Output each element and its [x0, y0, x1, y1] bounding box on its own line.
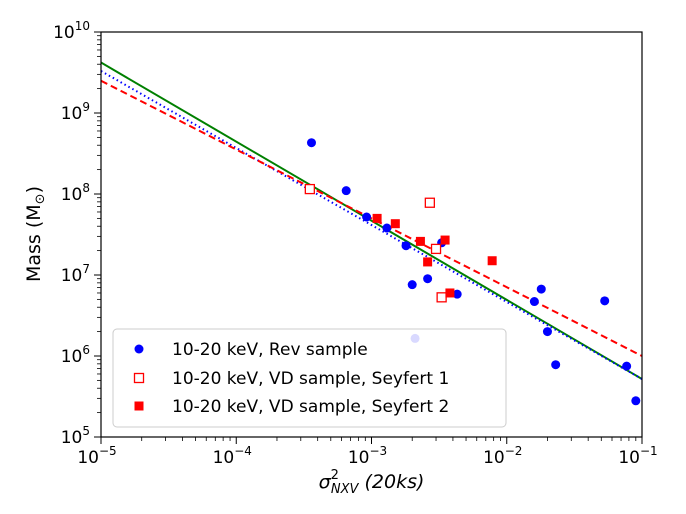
fit-line-solid [101, 61, 642, 380]
point-seyfert2-4 [440, 235, 450, 245]
legend-label-seyfert2: 10-20 keV, VD sample, Seyfert 2 [172, 397, 449, 417]
point-rev-3 [382, 223, 392, 233]
fit-line-dotted [101, 70, 642, 380]
point-rev-0 [306, 138, 316, 148]
point-rev-9 [452, 289, 462, 299]
y-tick-label-1: 106 [61, 343, 90, 367]
point-seyfert1-2 [430, 243, 442, 255]
legend-marker-seyfert2 [134, 401, 144, 411]
y-tick-label-0: 105 [61, 424, 90, 448]
point-seyfert1-3 [436, 292, 447, 303]
point-rev-4 [401, 241, 411, 251]
legend-marker-seyfert1 [133, 372, 145, 384]
point-rev-14 [600, 296, 610, 306]
point-seyfert2-3 [423, 257, 433, 267]
x-tick-label-4: 10−1 [618, 444, 657, 468]
x-tick-label-2: 10−3 [348, 444, 387, 468]
point-seyfert1-1 [424, 197, 435, 208]
x-tick-label-0: 10−5 [77, 444, 116, 468]
point-rev-15 [622, 361, 632, 371]
x-axis-label: σ2 NXV (20ks) [319, 468, 425, 497]
axis-ticks: 10−5 10−4 10−3 10−2 10−1 105 106 107 108 109 1010 [53, 19, 658, 468]
point-rev-7 [423, 274, 433, 284]
legend-label-seyfert1: 10-20 keV, VD sample, Seyfert 1 [172, 369, 449, 389]
y-tick-label-4: 109 [61, 100, 90, 124]
point-seyfert2-6 [487, 256, 497, 266]
fit-lines [101, 61, 642, 380]
point-rev-11 [536, 284, 546, 294]
fit-line-dashed [101, 79, 642, 357]
legend-frame [112, 328, 507, 428]
legend: 10-20 keV, Rev sample 10-20 keV, VD samp… [112, 328, 507, 428]
point-seyfert2-1 [390, 219, 400, 229]
point-rev-13 [551, 360, 561, 370]
point-rev-1 [341, 186, 351, 196]
y-axis-label: Mass (M⊙) [23, 186, 48, 282]
point-seyfert1-0 [304, 183, 315, 195]
y-tick-label-5: 1010 [53, 19, 90, 43]
point-seyfert2-0 [372, 213, 382, 223]
point-rev-12 [542, 327, 552, 337]
point-rev-2 [362, 212, 372, 222]
y-tick-label-2: 107 [61, 262, 90, 286]
legend-label-rev: 10-20 keV, Rev sample [172, 340, 368, 360]
x-tick-label-1: 10−4 [213, 444, 252, 468]
point-rev-10 [529, 297, 539, 307]
point-rev-5 [407, 280, 417, 290]
y-tick-label-3: 108 [61, 181, 90, 205]
legend-marker-rev [134, 344, 144, 354]
x-tick-label-3: 10−2 [483, 444, 522, 468]
point-seyfert2-2 [415, 236, 425, 246]
point-rev-16 [631, 396, 641, 406]
point-seyfert2-5 [445, 288, 455, 298]
